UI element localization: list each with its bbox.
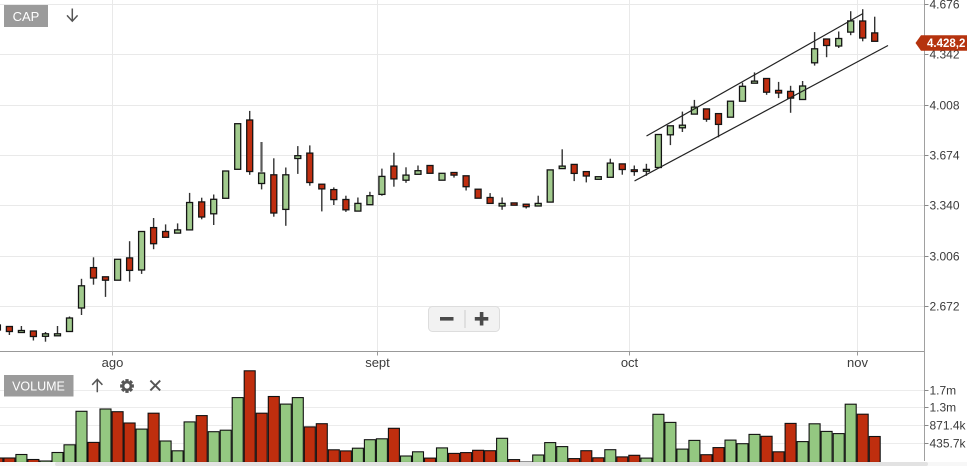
svg-text:2.672: 2.672 — [930, 300, 960, 314]
svg-text:4.342: 4.342 — [930, 48, 960, 62]
svg-text:sept: sept — [365, 355, 390, 370]
svg-text:3.340: 3.340 — [930, 199, 960, 213]
svg-text:3.006: 3.006 — [930, 250, 960, 264]
svg-text:VOLUME: VOLUME — [12, 379, 65, 393]
svg-text:CAP: CAP — [13, 9, 40, 24]
svg-text:4.008: 4.008 — [930, 99, 960, 113]
svg-text:ago: ago — [102, 355, 124, 370]
svg-text:4.428,2: 4.428,2 — [927, 38, 965, 50]
svg-text:1.3m: 1.3m — [930, 401, 957, 415]
svg-text:435.7k: 435.7k — [930, 437, 967, 451]
svg-text:nov: nov — [847, 355, 868, 370]
svg-text:871.4k: 871.4k — [930, 419, 967, 433]
svg-text:oct: oct — [621, 355, 639, 370]
svg-text:4.676: 4.676 — [930, 0, 960, 12]
svg-text:3.674: 3.674 — [930, 149, 960, 163]
svg-text:1.7m: 1.7m — [930, 384, 957, 398]
